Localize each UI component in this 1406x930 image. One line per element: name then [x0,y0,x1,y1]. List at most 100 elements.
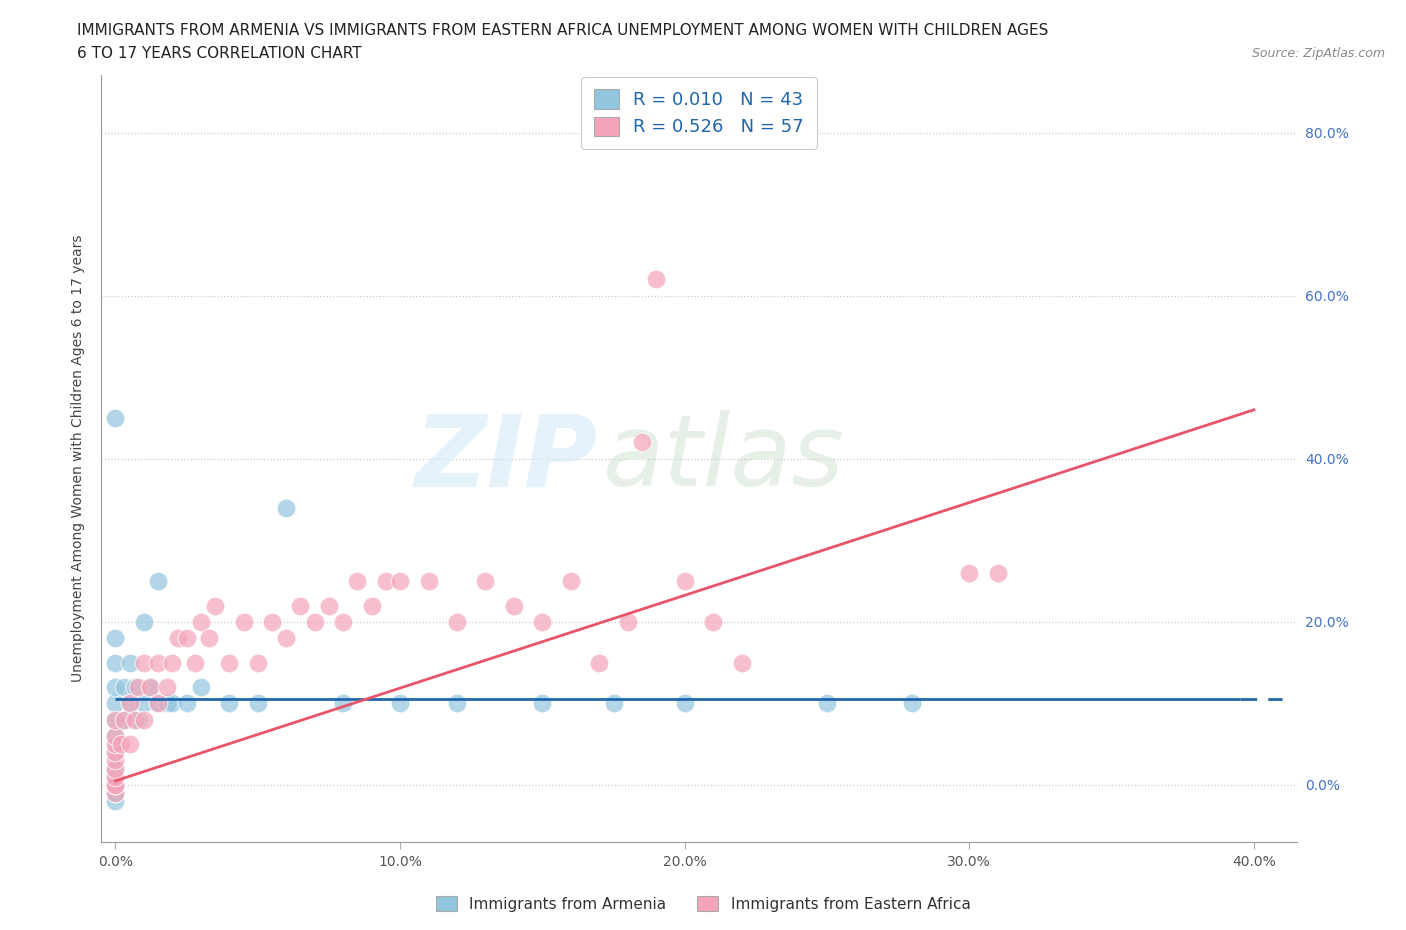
Point [304,615,326,630]
Point [104,777,127,792]
Point [702,615,724,630]
Point [162,696,184,711]
Point [987,565,1010,580]
Point [104,769,127,784]
Point [645,272,668,286]
Point [531,696,554,711]
Point [104,777,127,792]
Point [156,680,179,695]
Text: ZIP: ZIP [415,410,598,507]
Point [132,615,155,630]
Point [673,696,696,711]
Point [104,769,127,784]
Point [531,615,554,630]
Point [104,794,127,809]
Point [112,680,135,695]
Point [104,777,127,792]
Point [730,655,752,670]
Point [146,696,169,711]
Point [118,696,141,711]
Point [156,696,179,711]
Point [104,777,127,792]
Point [176,696,198,711]
Point [232,615,254,630]
Point [190,615,212,630]
Point [332,696,354,711]
Point [132,655,155,670]
Point [673,574,696,589]
Point [167,631,190,645]
Point [118,696,141,711]
Point [360,598,382,613]
Text: atlas: atlas [603,410,845,507]
Point [318,598,340,613]
Point [146,655,169,670]
Point [503,598,526,613]
Point [290,598,312,613]
Point [446,615,468,630]
Point [138,680,160,695]
Point [190,680,212,695]
Text: IMMIGRANTS FROM ARMENIA VS IMMIGRANTS FROM EASTERN AFRICA UNEMPLOYMENT AMONG WOM: IMMIGRANTS FROM ARMENIA VS IMMIGRANTS FR… [77,23,1049,38]
Point [112,712,135,727]
Point [104,696,127,711]
Point [104,786,127,801]
Point [118,737,141,751]
Point [127,712,149,727]
Point [176,631,198,645]
Point [602,696,624,711]
Point [104,712,127,727]
Legend: Immigrants from Armenia, Immigrants from Eastern Africa: Immigrants from Armenia, Immigrants from… [429,889,977,918]
Point [389,574,412,589]
Point [446,696,468,711]
Point [112,712,135,727]
Point [124,680,146,695]
Point [631,435,654,450]
Point [104,728,127,743]
Point [218,696,240,711]
Point [104,761,127,776]
Point [104,786,127,801]
Point [218,655,240,670]
Point [104,655,127,670]
Point [246,655,269,670]
Point [560,574,582,589]
Point [110,737,132,751]
Point [104,631,127,645]
Point [124,712,146,727]
Point [104,761,127,776]
Point [104,777,127,792]
Point [104,410,127,425]
Point [162,655,184,670]
Point [104,745,127,760]
Point [104,777,127,792]
Point [260,615,283,630]
Point [957,565,980,580]
Point [616,615,638,630]
Point [204,598,226,613]
Point [104,712,127,727]
Point [418,574,440,589]
Point [184,655,207,670]
Point [346,574,368,589]
Y-axis label: Unemployment Among Women with Children Ages 6 to 17 years: Unemployment Among Women with Children A… [72,235,86,683]
Point [474,574,496,589]
Point [104,680,127,695]
Point [138,680,160,695]
Point [815,696,838,711]
Point [127,680,149,695]
Point [389,696,412,711]
Point [276,500,298,515]
Point [132,712,155,727]
Legend: R = 0.010   N = 43, R = 0.526   N = 57: R = 0.010 N = 43, R = 0.526 N = 57 [581,77,817,149]
Point [276,631,298,645]
Text: Source: ZipAtlas.com: Source: ZipAtlas.com [1251,46,1385,60]
Point [104,728,127,743]
Point [104,745,127,760]
Point [104,737,127,751]
Text: 6 TO 17 YEARS CORRELATION CHART: 6 TO 17 YEARS CORRELATION CHART [77,46,361,61]
Point [198,631,221,645]
Point [118,655,141,670]
Point [246,696,269,711]
Point [104,753,127,768]
